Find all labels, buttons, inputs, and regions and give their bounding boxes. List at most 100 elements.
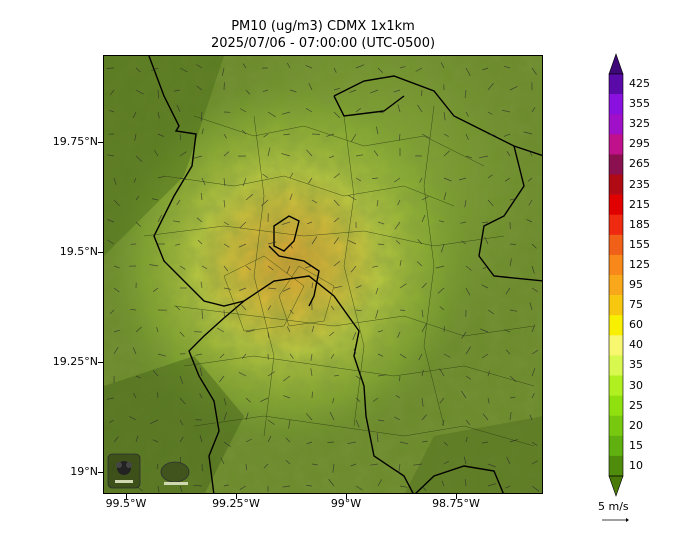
wind-arrow <box>113 177 117 185</box>
x-tick-label: 99.5°W <box>105 497 147 510</box>
wind-arrow <box>465 265 472 271</box>
wind-arrow <box>347 441 357 445</box>
wind-arrow <box>399 353 407 359</box>
x-tick-label: 99.25°W <box>212 497 260 510</box>
wind-arrow <box>509 375 517 382</box>
colorbar-label: 325 <box>629 117 650 131</box>
wind-arrow <box>377 479 382 487</box>
wind-arrow <box>330 305 335 311</box>
wind-arrow <box>245 438 253 443</box>
wind-arrow <box>509 309 518 312</box>
wind-arrow <box>175 243 181 246</box>
wind-arrow <box>393 89 401 93</box>
wind-arrow <box>461 390 467 399</box>
colorbar-segment <box>609 74 623 95</box>
wind-arrow <box>245 463 247 471</box>
wind-arrow <box>157 485 160 493</box>
wind-arrow <box>308 82 313 91</box>
wind-arrow <box>223 412 227 421</box>
wind-arrow <box>310 368 313 377</box>
wind-arrow <box>355 375 363 381</box>
wind-arrow <box>487 133 496 136</box>
wind-arrow <box>509 258 512 267</box>
wind-arrow <box>418 353 423 361</box>
wind-arrow <box>223 133 227 139</box>
wind-arrow <box>348 239 357 245</box>
wind-arrow <box>305 265 313 269</box>
wind-arrow <box>421 369 424 377</box>
wind-arrow <box>482 353 489 359</box>
wind-arrow <box>106 397 115 400</box>
wind-arrow <box>135 67 141 73</box>
wind-arrow <box>289 89 297 93</box>
wind-arrow <box>377 67 384 73</box>
wind-arrow <box>149 264 159 267</box>
colorbar-label: 60 <box>629 318 643 332</box>
wind-arrow <box>435 265 445 269</box>
wind-arrow <box>529 150 533 157</box>
wind-arrow <box>482 265 489 270</box>
colorbar-label: 425 <box>629 77 650 91</box>
wind-arrow <box>417 104 423 113</box>
wind-vectors <box>106 62 540 493</box>
wind-arrow <box>241 129 247 135</box>
wind-arrow <box>223 151 230 157</box>
wind-arrow <box>281 153 291 157</box>
wind-arrow <box>109 89 115 96</box>
wind-arrow <box>419 177 423 183</box>
wind-arrow <box>504 177 511 182</box>
wind-arrow <box>421 133 430 139</box>
wind-arrow <box>223 441 231 447</box>
wind-arrow <box>531 349 539 355</box>
wind-arrow <box>509 412 512 421</box>
wind-arrow <box>263 133 269 138</box>
wind-arrow <box>531 460 538 465</box>
colorbar-label: 40 <box>629 338 643 352</box>
wind-arrow <box>306 485 313 487</box>
wind-arrow <box>505 287 511 295</box>
wind-arrow <box>306 221 313 225</box>
wind-arrow <box>267 287 277 290</box>
wind-arrow <box>197 240 203 245</box>
wind-arrow <box>242 63 247 69</box>
wind-arrow <box>480 328 489 333</box>
wind-arrow <box>421 485 427 491</box>
wind-arrow <box>179 265 186 270</box>
wind-arrow <box>174 89 181 92</box>
colorbar-label: 25 <box>629 398 643 412</box>
y-tick-label: 19.25°N <box>52 355 98 368</box>
wind-arrow <box>113 287 120 293</box>
colorbar-extend-bottom <box>608 475 624 497</box>
y-tick-mark <box>98 362 103 363</box>
wind-arrow <box>157 111 160 119</box>
x-tick-label: 99°W <box>330 497 362 510</box>
colorbar-segment <box>609 375 623 396</box>
wind-arrow <box>531 485 540 492</box>
pm10-map <box>103 55 543 494</box>
wind-arrow <box>416 261 423 267</box>
wind-arrow <box>373 150 379 157</box>
wind-arrow <box>481 284 489 289</box>
colorbar-label: 185 <box>629 217 650 231</box>
wind-arrow <box>421 440 428 443</box>
wind-arrow <box>352 331 357 341</box>
wind-arrow <box>157 353 166 357</box>
wind-arrow <box>376 433 379 443</box>
wind-arrow <box>262 173 269 179</box>
wind-arrow <box>465 111 469 117</box>
wind-arrow <box>465 437 468 443</box>
wind-arrow <box>531 107 536 113</box>
colorbar-segment <box>609 315 623 336</box>
colorbar-segment <box>609 94 623 115</box>
wind-arrow <box>154 149 159 157</box>
wind-arrow <box>398 133 401 141</box>
wind-arrow <box>501 109 511 113</box>
wind-arrow <box>308 177 313 184</box>
wind-arrow <box>377 243 385 246</box>
wind-arrow <box>465 419 471 426</box>
colorbar-segment <box>609 214 623 236</box>
wind-arrow <box>267 265 274 271</box>
wind-arrow <box>311 236 318 245</box>
colorbar-label: 235 <box>629 177 650 191</box>
colorbar-segment <box>609 134 623 155</box>
